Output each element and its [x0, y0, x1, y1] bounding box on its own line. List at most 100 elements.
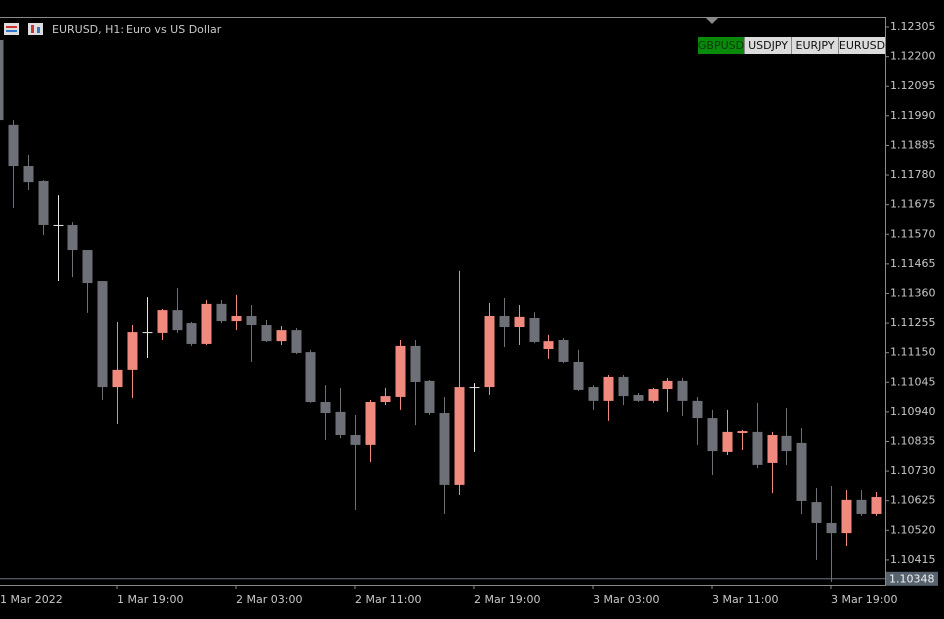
candle-body [380, 396, 391, 403]
candle-body [826, 522, 837, 534]
candle-body [767, 435, 778, 463]
candle-body [543, 341, 554, 350]
x-tick-label: 3 Mar 03:00 [593, 593, 659, 606]
candle-body [558, 339, 569, 362]
y-tick-label: 1.10520 [890, 523, 936, 536]
candle-body [0, 39, 4, 121]
candle-body [841, 499, 852, 534]
icon-part [31, 25, 34, 33]
candle-body [439, 413, 450, 485]
y-tick-label: 1.11465 [890, 257, 936, 270]
candle-body [424, 380, 435, 414]
candle-body [201, 303, 212, 344]
candle-body [350, 435, 361, 445]
candle-body [172, 310, 183, 331]
y-tick-label: 1.11150 [890, 346, 936, 359]
chart-subtitle: Euro vs US Dollar [126, 23, 222, 36]
candle-body [23, 166, 34, 183]
candle-body [142, 332, 153, 334]
candle-body [53, 224, 64, 226]
candle-body [365, 402, 376, 445]
y-tick-label: 1.12200 [890, 50, 936, 63]
candle-body [856, 499, 867, 514]
y-tick-label: 1.11045 [890, 375, 936, 388]
candle-body [335, 411, 346, 436]
candle-body [618, 376, 629, 397]
candle-body [677, 380, 688, 401]
candle-body [648, 389, 659, 401]
candle-body [97, 281, 108, 388]
icon-part [37, 27, 40, 33]
candle-body [305, 352, 316, 403]
candle-body [633, 394, 644, 401]
candle-body [752, 431, 763, 465]
candle-body [291, 330, 302, 353]
x-tick-label: 1 Mar 2022 [0, 593, 63, 606]
symbol-tab[interactable]: EURUSD [839, 37, 886, 54]
x-tick-label: 3 Mar 19:00 [831, 593, 897, 606]
symbol-tab[interactable]: USDJPY [745, 37, 792, 54]
candle-body [395, 345, 406, 397]
price-label: 1.10348 [889, 572, 935, 585]
icon-part [6, 26, 17, 28]
y-tick-label: 1.11990 [890, 109, 936, 122]
candle-body [246, 316, 257, 326]
header-icons [4, 23, 43, 35]
candle-body [469, 387, 480, 389]
candle-body [484, 316, 495, 388]
candle-body [722, 431, 733, 452]
y-tick-label: 1.11360 [890, 286, 936, 299]
candle-body [186, 323, 197, 344]
y-tick-label: 1.10730 [890, 464, 936, 477]
candle-body [662, 380, 673, 390]
y-tick-label: 1.10415 [890, 553, 936, 566]
symbol-tabs: GBPUSD USDJPY EURJPY EURUSD [698, 37, 886, 54]
icon[interactable] [28, 23, 43, 35]
icon[interactable] [4, 23, 19, 35]
symbol-tab[interactable]: GBPUSD [698, 37, 745, 54]
candle-body [737, 431, 748, 434]
plot-area [0, 18, 885, 585]
candle-body [320, 402, 331, 414]
icon-part [6, 30, 17, 32]
y-tick-label: 1.10940 [890, 405, 936, 418]
y-tick-label: 1.11675 [890, 198, 936, 211]
candle-body [499, 316, 510, 328]
candle-body [261, 325, 272, 342]
x-tick-label: 2 Mar 11:00 [355, 593, 421, 606]
shift-marker[interactable] [706, 18, 718, 24]
candle-body [112, 369, 123, 388]
candle-body [692, 400, 703, 419]
price-label-box [886, 571, 938, 586]
candle-body [796, 442, 807, 501]
candle-body [573, 361, 584, 390]
y-tick-label: 1.10625 [890, 494, 936, 507]
candle-body [588, 387, 599, 401]
y-tick-label: 1.11885 [890, 138, 936, 151]
candle-body [603, 376, 614, 401]
candle-body [454, 387, 465, 485]
candle-body [157, 310, 168, 333]
y-tick-label: 1.12305 [890, 20, 936, 33]
y-tick-label: 1.11255 [890, 316, 936, 329]
candle-body [8, 124, 19, 167]
candle-body [514, 316, 525, 328]
y-tick-label: 1.11780 [890, 168, 936, 181]
candle-body [38, 180, 49, 225]
symbol-tab[interactable]: EURJPY [792, 37, 839, 54]
x-tick-label: 1 Mar 19:00 [117, 593, 183, 606]
candle-body [871, 497, 882, 514]
candle-body [529, 317, 540, 342]
candle-body [82, 250, 93, 284]
chart-title: EURUSD, H1: [52, 23, 124, 36]
x-tick-label: 3 Mar 11:00 [712, 593, 778, 606]
x-tick-label: 2 Mar 19:00 [474, 593, 540, 606]
x-tick-label: 2 Mar 03:00 [236, 593, 302, 606]
candle-body [781, 435, 792, 452]
candle-body [707, 418, 718, 452]
candle-body [127, 332, 138, 370]
candle-body [811, 502, 822, 523]
candle-body [216, 303, 227, 322]
